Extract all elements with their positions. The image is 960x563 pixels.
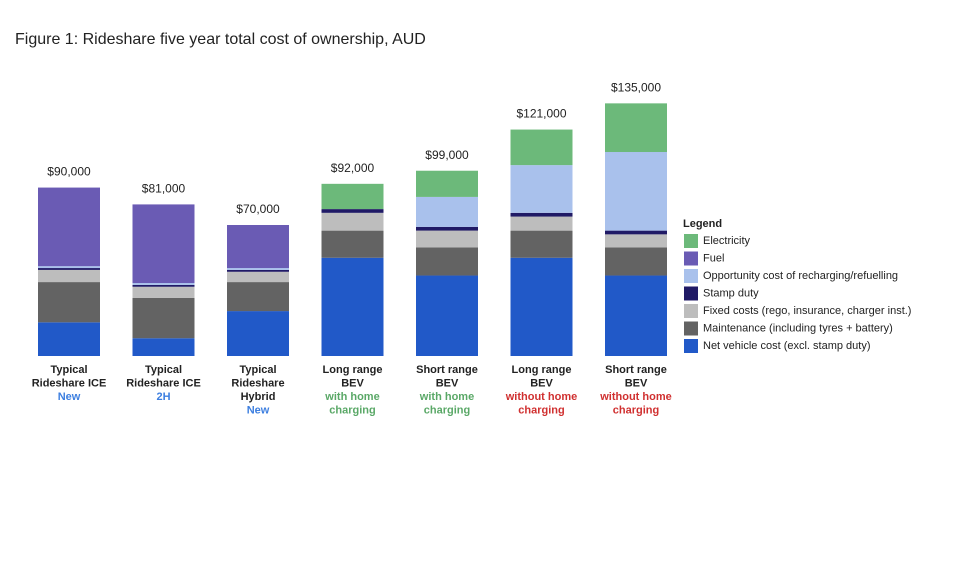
- legend-title: Legend: [683, 218, 722, 230]
- chart-title: Figure 1: Rideshare five year total cost…: [15, 31, 426, 48]
- bar-segment: [510, 230, 573, 258]
- bar-segment: [227, 269, 289, 272]
- category-note: New: [247, 404, 270, 416]
- bar-segment: [227, 268, 289, 270]
- x-tick-label: Short range: [416, 364, 478, 376]
- total-label: $135,000: [611, 81, 661, 95]
- bar-segment: [38, 268, 100, 270]
- bar-segment: [321, 230, 384, 258]
- legend-swatch: [684, 269, 698, 283]
- bar-segment: [605, 247, 667, 276]
- x-tick-label: BEV: [341, 377, 364, 389]
- bar-segment: [510, 212, 573, 217]
- bar-segment: [510, 165, 573, 213]
- legend-swatch: [684, 286, 698, 301]
- x-tick-label: Typical: [145, 364, 182, 376]
- bar-segment: [38, 282, 100, 323]
- bar-segment: [132, 297, 195, 339]
- bar-segment: [510, 129, 573, 166]
- total-label: $70,000: [236, 202, 280, 216]
- category-note: charging: [329, 404, 375, 416]
- bar-segment: [321, 257, 384, 356]
- bar-segment: [416, 275, 478, 356]
- bar-segment: [416, 170, 478, 197]
- bar-segment: [321, 212, 384, 231]
- legend-label: Net vehicle cost (excl. stamp duty): [703, 340, 871, 352]
- x-tick-label: Long range: [323, 364, 383, 376]
- bar-segment: [132, 286, 195, 298]
- category-note: without home: [505, 391, 578, 403]
- bar-segment: [321, 209, 384, 213]
- bar-segment: [227, 271, 289, 283]
- x-tick-label: BEV: [436, 377, 459, 389]
- bar-segment: [38, 322, 100, 356]
- legend-label: Opportunity cost of recharging/refuellin…: [703, 270, 898, 282]
- bar-segment: [416, 196, 478, 227]
- legend-label: Fuel: [703, 252, 724, 264]
- category-note: charging: [613, 404, 659, 416]
- legend-label: Stamp duty: [703, 287, 759, 299]
- bar-segment: [605, 152, 667, 231]
- x-tick-label: Typical: [239, 364, 276, 376]
- legend-swatch: [684, 304, 698, 318]
- bar-segment: [416, 230, 478, 248]
- x-tick-label: Long range: [512, 364, 572, 376]
- total-label: $92,000: [331, 161, 375, 175]
- bar-segment: [132, 204, 195, 284]
- category-note: New: [58, 391, 81, 403]
- category-note: charging: [424, 404, 470, 416]
- x-tick-label: Rideshare ICE: [126, 377, 201, 389]
- category-note: 2H: [156, 391, 170, 403]
- legend-swatch: [684, 339, 698, 353]
- bar-segment: [510, 257, 573, 356]
- bar-segment: [510, 216, 573, 231]
- bar-segment: [416, 247, 478, 276]
- legend-label: Maintenance (including tyres + battery): [703, 322, 893, 334]
- bar-segment: [38, 266, 100, 269]
- bar-segment: [605, 275, 667, 356]
- category-note: with home: [419, 391, 474, 403]
- bar-segment: [38, 187, 100, 267]
- legend-swatch: [684, 321, 698, 336]
- total-label: $99,000: [425, 148, 469, 162]
- x-tick-label: Hybrid: [241, 391, 276, 403]
- total-label: $90,000: [47, 165, 91, 179]
- bar-segment: [132, 284, 195, 287]
- bar-segment: [321, 183, 384, 210]
- bar-segment: [605, 230, 667, 235]
- bar-segment: [227, 311, 289, 356]
- total-label: $81,000: [142, 182, 186, 196]
- x-tick-label: Rideshare ICE: [32, 377, 107, 389]
- x-tick-label: Rideshare: [231, 377, 284, 389]
- x-tick-label: BEV: [625, 377, 648, 389]
- bar-segment: [132, 338, 195, 356]
- x-tick-label: Short range: [605, 364, 667, 376]
- bar-segment: [38, 269, 100, 283]
- legend-swatch: [684, 251, 698, 266]
- bar-segment: [132, 283, 195, 285]
- total-label: $121,000: [516, 107, 566, 121]
- bar-segment: [605, 234, 667, 248]
- legend-label: Electricity: [703, 235, 751, 247]
- bar-segment: [605, 103, 667, 153]
- legend-label: Fixed costs (rego, insurance, charger in…: [703, 305, 911, 317]
- legend-swatch: [684, 234, 698, 248]
- category-note: with home: [324, 391, 379, 403]
- category-note: charging: [518, 404, 564, 416]
- bar-segment: [416, 226, 478, 231]
- bar-segment: [227, 282, 289, 312]
- x-tick-label: Typical: [50, 364, 87, 376]
- category-note: without home: [599, 391, 672, 403]
- bar-segment: [227, 225, 289, 269]
- x-tick-label: BEV: [530, 377, 553, 389]
